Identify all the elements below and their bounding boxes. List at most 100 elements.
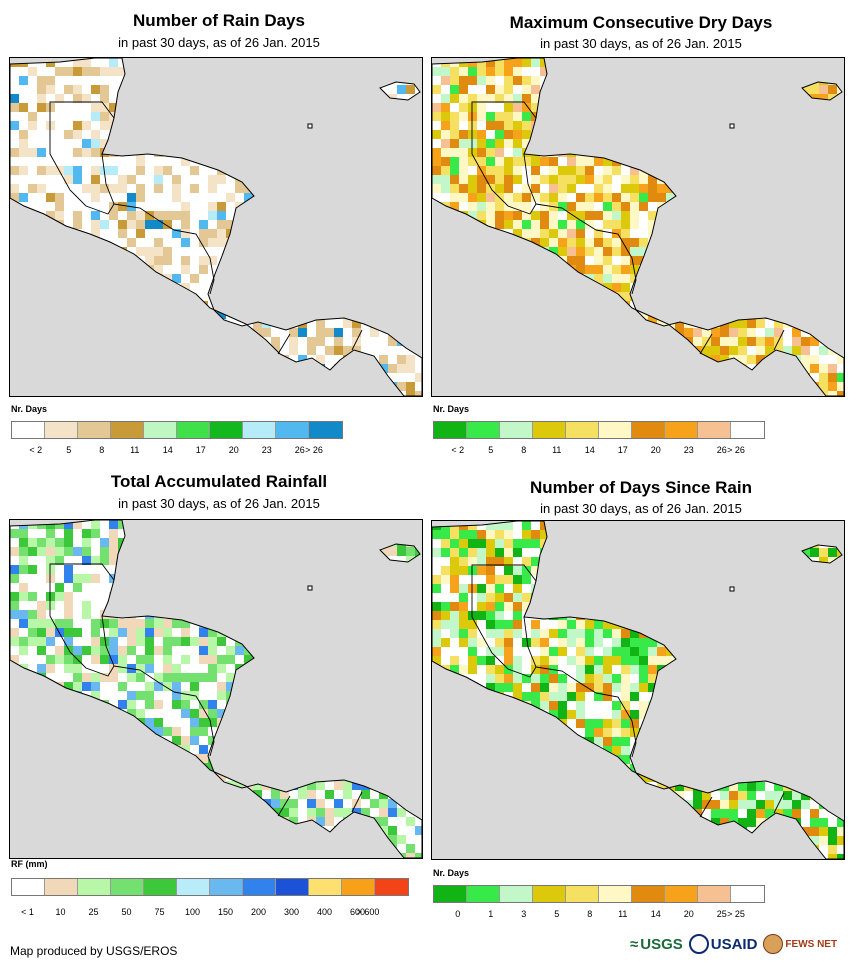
grid-cell bbox=[450, 373, 459, 382]
grid-cell bbox=[208, 94, 217, 103]
grid-cell bbox=[145, 130, 154, 139]
grid-cell bbox=[621, 229, 630, 238]
grid-cell bbox=[522, 337, 531, 346]
grid-cell bbox=[181, 556, 190, 565]
grid-cell bbox=[522, 76, 531, 85]
grid-cell bbox=[415, 781, 422, 790]
grid-cell bbox=[181, 655, 190, 664]
grid-cell bbox=[415, 130, 422, 139]
grid-cell bbox=[585, 58, 594, 67]
grid-cell bbox=[316, 691, 325, 700]
grid-cell bbox=[370, 103, 379, 112]
grid-cell bbox=[10, 364, 19, 373]
grid-cell bbox=[235, 574, 244, 583]
grid-cell bbox=[388, 727, 397, 736]
grid-cell bbox=[181, 727, 190, 736]
grid-cell bbox=[675, 382, 684, 391]
grid-cell bbox=[181, 121, 190, 130]
grid-cell bbox=[352, 637, 361, 646]
grid-cell bbox=[46, 94, 55, 103]
grid-cell bbox=[693, 193, 702, 202]
grid-cell bbox=[199, 781, 208, 790]
grid-cell bbox=[289, 574, 298, 583]
grid-cell bbox=[630, 202, 639, 211]
grid-cell bbox=[208, 565, 217, 574]
grid-cell bbox=[307, 94, 316, 103]
grid-cell bbox=[226, 745, 235, 754]
grid-cell bbox=[37, 184, 46, 193]
grid-cell bbox=[711, 130, 720, 139]
grid-cell bbox=[549, 166, 558, 175]
grid-cell bbox=[585, 364, 594, 373]
grid-cell bbox=[504, 301, 513, 310]
grid-cell bbox=[271, 274, 280, 283]
grid-cell bbox=[603, 193, 612, 202]
grid-cell bbox=[280, 391, 289, 396]
grid-cell bbox=[352, 256, 361, 265]
grid-cell bbox=[495, 139, 504, 148]
grid-cell bbox=[82, 682, 91, 691]
grid-cell bbox=[702, 157, 711, 166]
grid-cell bbox=[415, 655, 422, 664]
grid-cell bbox=[729, 346, 738, 355]
grid-cell bbox=[540, 274, 549, 283]
grid-cell bbox=[172, 754, 181, 763]
grid-cell bbox=[181, 292, 190, 301]
grid-cell bbox=[325, 103, 334, 112]
country-border bbox=[535, 203, 597, 231]
grid-cell bbox=[46, 754, 55, 763]
grid-cell bbox=[262, 274, 271, 283]
grid-cell bbox=[181, 628, 190, 637]
grid-cell bbox=[226, 193, 235, 202]
grid-cell bbox=[783, 148, 792, 157]
grid-cell bbox=[226, 346, 235, 355]
grid-cell bbox=[262, 85, 271, 94]
grid-cell bbox=[64, 592, 73, 601]
grid-cell bbox=[271, 85, 280, 94]
grid-cell bbox=[675, 202, 684, 211]
grid-cell bbox=[172, 265, 181, 274]
grid-cell bbox=[307, 166, 316, 175]
grid-cell bbox=[55, 355, 64, 364]
grid-cell bbox=[370, 76, 379, 85]
grid-cell bbox=[91, 355, 100, 364]
grid-cell bbox=[127, 529, 136, 538]
grid-cell bbox=[370, 673, 379, 682]
grid-cell bbox=[298, 718, 307, 727]
grid-cell bbox=[630, 220, 639, 229]
grid-cell bbox=[280, 673, 289, 682]
grid-cell bbox=[181, 538, 190, 547]
grid-cell bbox=[801, 211, 810, 220]
grid-cell bbox=[379, 67, 388, 76]
grid-cell bbox=[495, 94, 504, 103]
grid-cell bbox=[702, 85, 711, 94]
grid-cell bbox=[406, 112, 415, 121]
grid-cell bbox=[576, 328, 585, 337]
grid-cell bbox=[118, 175, 127, 184]
grid-cell bbox=[10, 646, 19, 655]
grid-cell bbox=[46, 727, 55, 736]
grid-cell bbox=[397, 292, 406, 301]
grid-cell bbox=[28, 529, 37, 538]
grid-cell bbox=[792, 328, 801, 337]
grid-cell bbox=[82, 292, 91, 301]
grid-cell bbox=[657, 319, 666, 328]
grid-cell bbox=[531, 220, 540, 229]
grid-cell bbox=[280, 529, 289, 538]
grid-cell bbox=[522, 130, 531, 139]
grid-cell bbox=[379, 565, 388, 574]
grid-cell bbox=[10, 574, 19, 583]
grid-cell bbox=[343, 319, 352, 328]
grid-cell bbox=[774, 292, 783, 301]
grid-cell bbox=[379, 700, 388, 709]
grid-cell bbox=[450, 283, 459, 292]
grid-cell bbox=[280, 547, 289, 556]
grid-cell bbox=[55, 328, 64, 337]
grid-cell bbox=[28, 583, 37, 592]
grid-cell bbox=[639, 148, 648, 157]
grid-cell bbox=[190, 355, 199, 364]
grid-cell bbox=[648, 139, 657, 148]
grid-cell bbox=[630, 238, 639, 247]
panel-subtitle: in past 30 days, as of 26 Jan. 2015 bbox=[540, 36, 742, 51]
grid-cell bbox=[280, 628, 289, 637]
